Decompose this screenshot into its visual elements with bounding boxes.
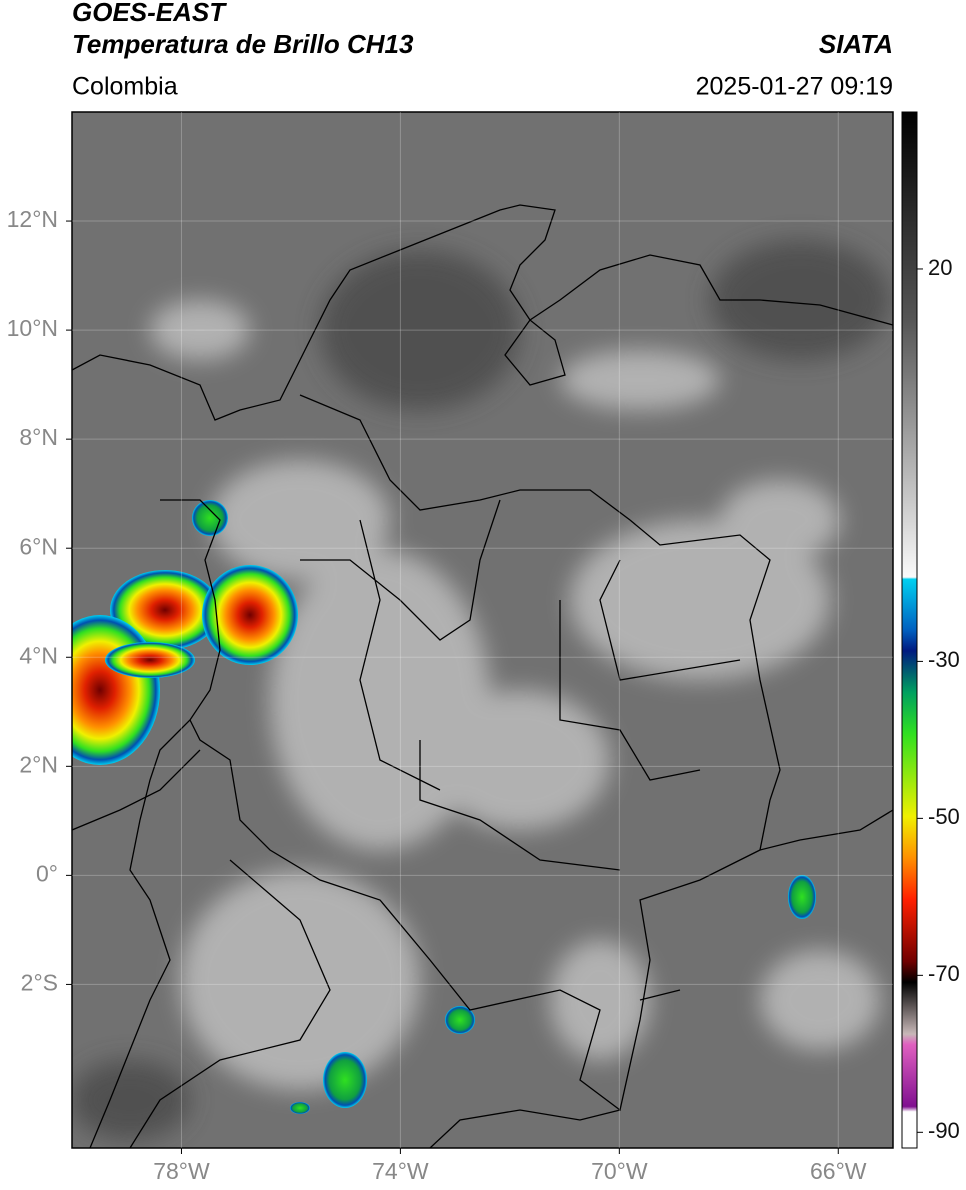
colorbar-tick-label: -30	[928, 647, 960, 672]
lat-tick-label: 0°	[36, 860, 58, 886]
region: Colombia	[72, 73, 178, 101]
lat-tick-label: 12°N	[7, 206, 58, 232]
colorbar-tick-label: 20	[928, 255, 952, 280]
lat-tick-label: 10°N	[7, 315, 58, 341]
datetime: 2025-01-27 09:19	[696, 73, 893, 101]
lat-tick-label: 2°S	[21, 969, 58, 995]
lon-tick-label: 74°W	[372, 1158, 429, 1184]
source: SIATA	[819, 29, 893, 59]
map-frame	[71, 111, 894, 1149]
lat-tick-label: 2°N	[19, 751, 58, 777]
lon-tick-label: 78°W	[153, 1158, 210, 1184]
satellite-image	[72, 112, 893, 1148]
lon-tick-label: 66°W	[810, 1158, 867, 1184]
lon-tick-label: 70°W	[591, 1158, 648, 1184]
lat-tick-label: 8°N	[19, 424, 58, 450]
colorbar	[901, 111, 918, 1149]
lat-tick-label: 6°N	[19, 533, 58, 559]
title: GOES-EAST	[72, 0, 227, 27]
lat-tick-label: 4°N	[19, 642, 58, 668]
colorbar-tick-label: -90	[928, 1118, 960, 1143]
subtitle: Temperatura de Brillo CH13	[72, 29, 414, 59]
colorbar-tick-label: -70	[928, 961, 960, 986]
colorbar-tick-label: -50	[928, 804, 960, 829]
